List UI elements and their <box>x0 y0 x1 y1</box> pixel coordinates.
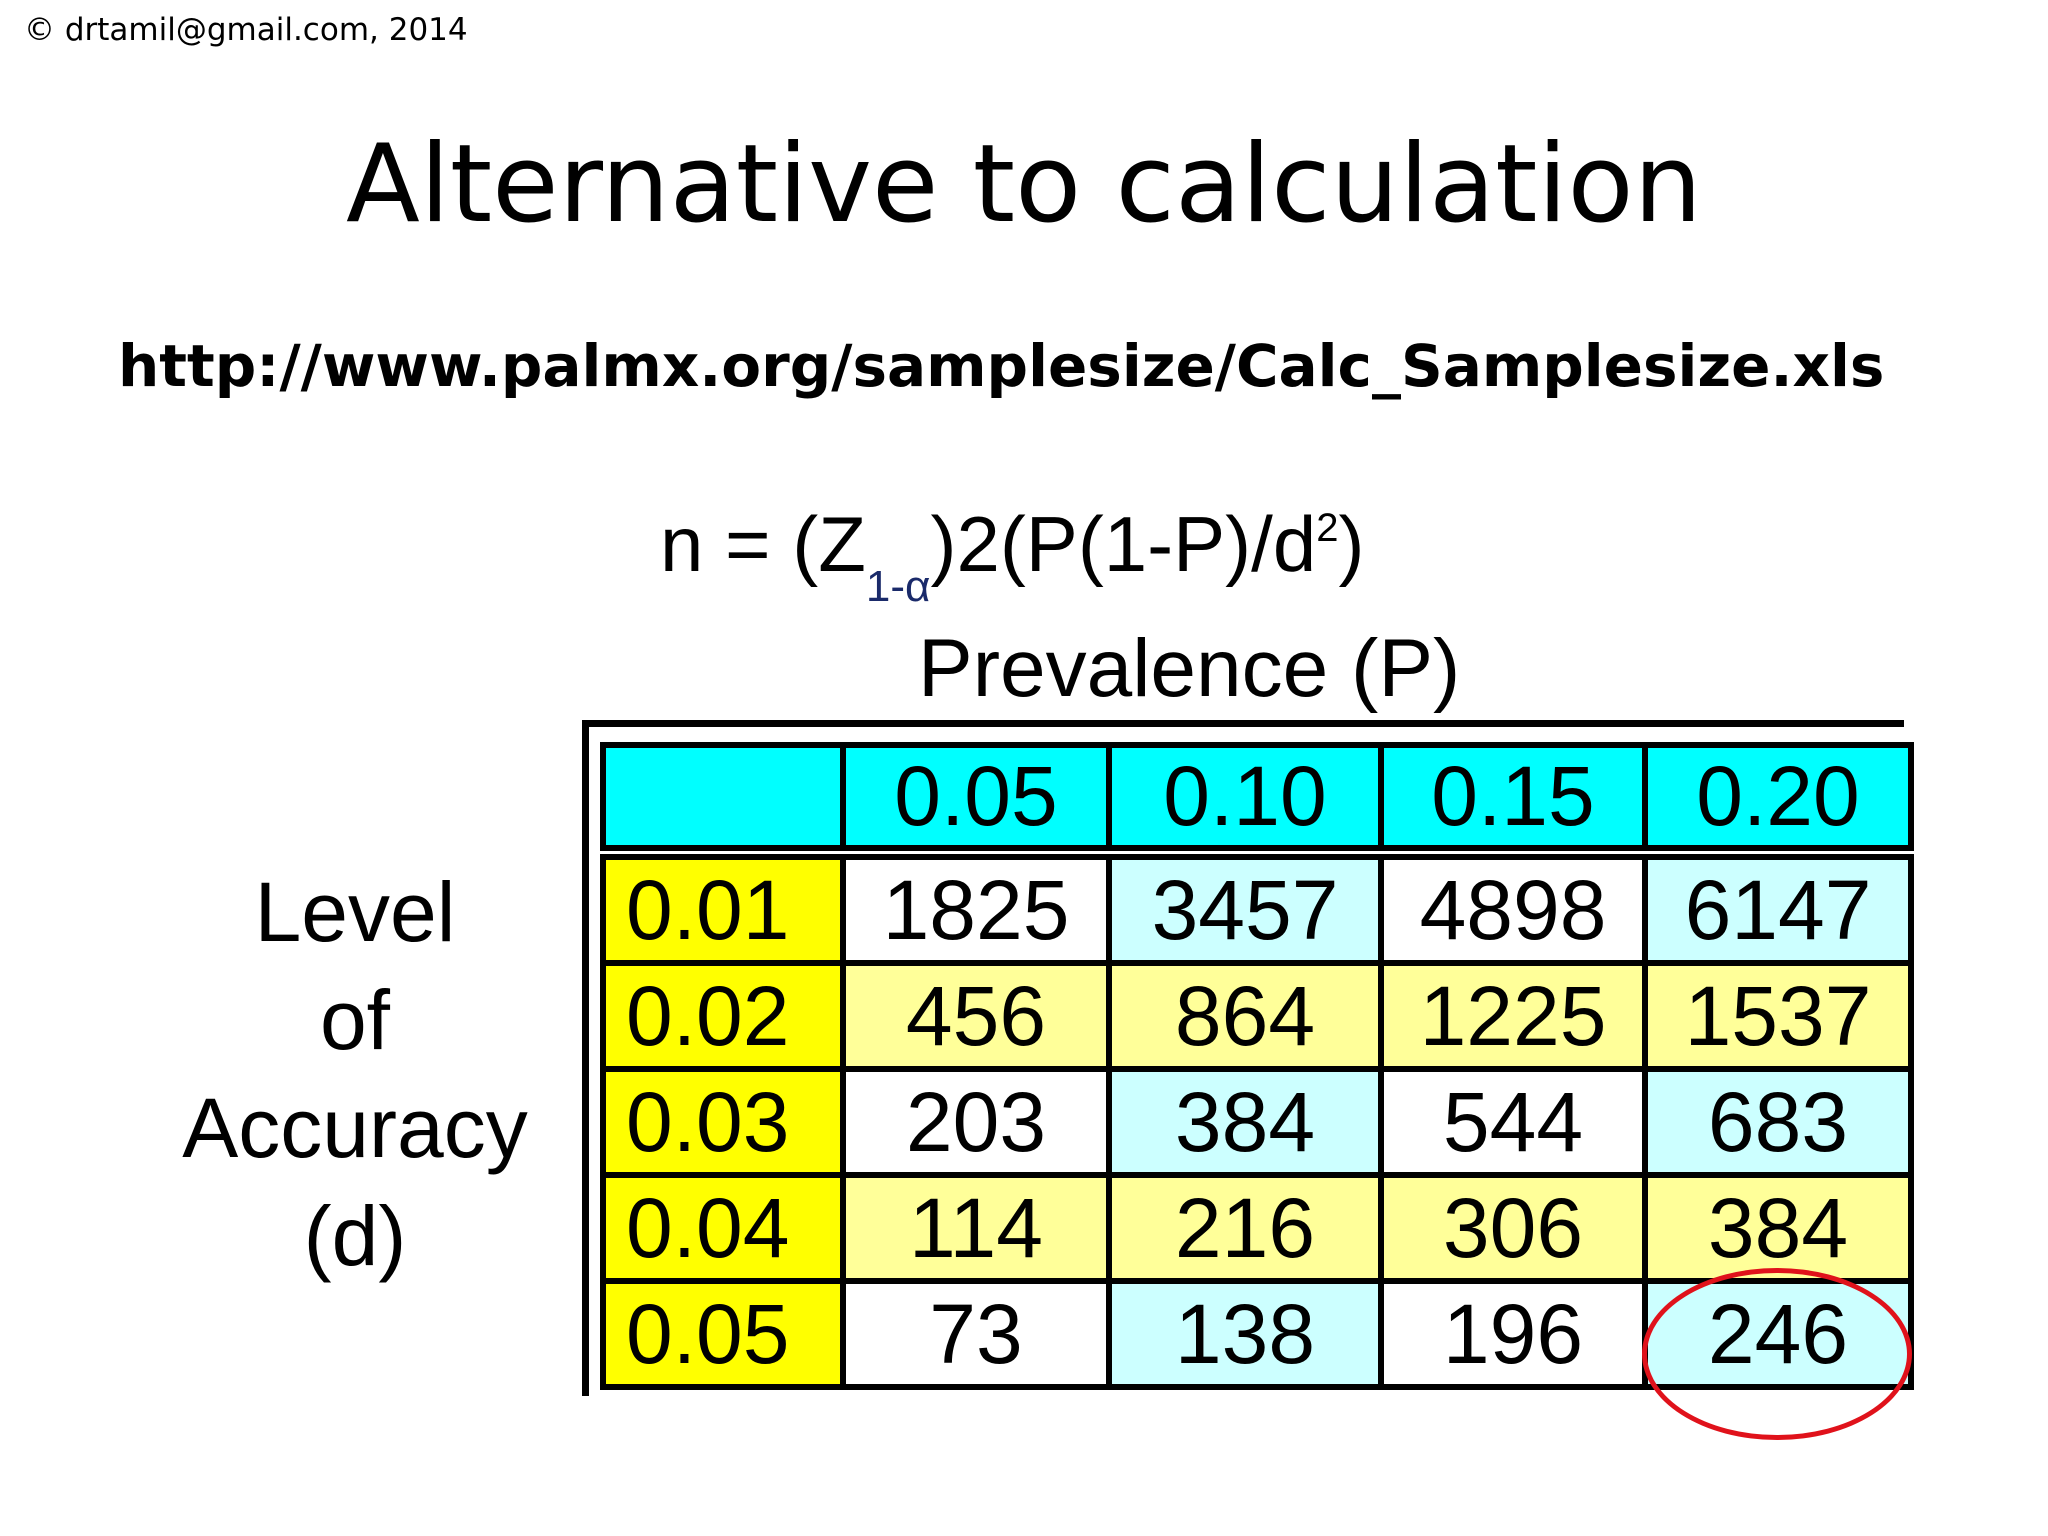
value-cell: 456 <box>840 960 1112 1072</box>
header-cell: 0.20 <box>1642 742 1914 851</box>
prevalence-label: Prevalence (P) <box>918 623 1461 714</box>
spreadsheet-url: http://www.palmx.org/samplesize/Calc_Sam… <box>118 332 1885 400</box>
accuracy-cell: 0.01 <box>600 854 846 966</box>
header-cell: 0.15 <box>1378 742 1648 851</box>
formula-end: ) <box>1338 500 1365 588</box>
value-cell: 384 <box>1642 1172 1914 1284</box>
table-row: 0.02 456 864 1225 1537 <box>600 960 1914 1072</box>
value-cell: 6147 <box>1642 854 1914 966</box>
header-cell: 0.05 <box>840 742 1112 851</box>
value-cell: 544 <box>1378 1066 1648 1178</box>
copyright-notice: © drtamil@gmail.com, 2014 <box>24 12 468 48</box>
value-cell: 1537 <box>1642 960 1914 1072</box>
accuracy-label-line: (d) <box>303 1189 407 1283</box>
value-cell: 3457 <box>1106 854 1384 966</box>
accuracy-label-line: Accuracy <box>182 1081 528 1175</box>
header-cell: 0.10 <box>1106 742 1384 851</box>
table-row: 0.04 114 216 306 384 <box>600 1172 1914 1284</box>
formula-left: n = (Z <box>660 500 866 588</box>
prevalence-header-row: 0.05 0.10 0.15 0.20 <box>600 742 1914 851</box>
value-cell: 384 <box>1106 1066 1384 1178</box>
formula-subscript: 1-α <box>865 562 931 611</box>
value-cell: 203 <box>840 1066 1112 1178</box>
value-cell: 73 <box>840 1278 1112 1390</box>
value-cell: 1225 <box>1378 960 1648 1072</box>
sample-size-formula: n = (Z1-α)2(P(1-P)/d2) <box>660 505 1364 609</box>
value-cell: 306 <box>1378 1172 1648 1284</box>
accuracy-cell: 0.02 <box>600 960 846 1072</box>
value-cell: 114 <box>840 1172 1112 1284</box>
accuracy-label-line: Level <box>254 865 456 959</box>
accuracy-label-line: of <box>319 973 391 1067</box>
value-cell: 216 <box>1106 1172 1384 1284</box>
accuracy-label: Level of Accuracy (d) <box>150 858 560 1290</box>
table-row: 0.01 1825 3457 4898 6147 <box>600 854 1914 966</box>
formula-superscript: 2 <box>1316 506 1339 550</box>
table-row: 0.03 203 384 544 683 <box>600 1066 1914 1178</box>
value-cell: 864 <box>1106 960 1384 1072</box>
header-corner-cell <box>600 742 846 851</box>
value-cell: 1825 <box>840 854 1112 966</box>
accuracy-cell: 0.04 <box>600 1172 846 1284</box>
value-cell: 4898 <box>1378 854 1648 966</box>
accuracy-cell: 0.03 <box>600 1066 846 1178</box>
slide-title: Alternative to calculation <box>345 122 1703 247</box>
table-frame <box>582 720 1904 1396</box>
value-cell: 196 <box>1378 1278 1648 1390</box>
formula-middle: )2(P(1-P)/d <box>930 500 1317 588</box>
highlight-circle <box>1642 1268 1912 1440</box>
value-cell: 683 <box>1642 1066 1914 1178</box>
accuracy-cell: 0.05 <box>600 1278 846 1390</box>
value-cell: 138 <box>1106 1278 1384 1390</box>
